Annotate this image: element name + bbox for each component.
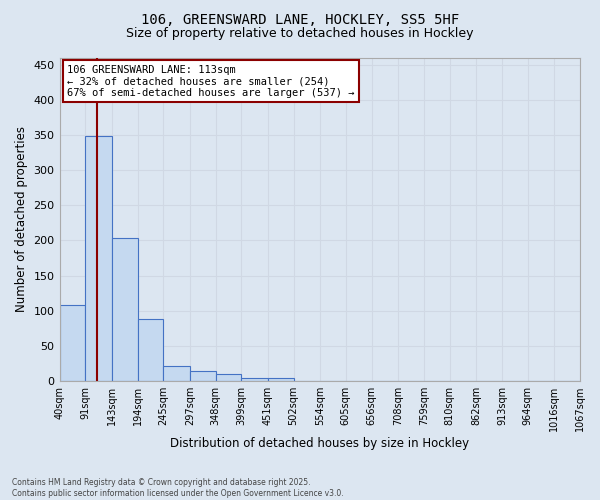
Bar	[59, 304, 85, 381]
Bar	[85, 136, 112, 381]
Bar	[241, 378, 268, 381]
Text: Contains HM Land Registry data © Crown copyright and database right 2025.
Contai: Contains HM Land Registry data © Crown c…	[12, 478, 344, 498]
Bar	[190, 372, 215, 381]
Text: Size of property relative to detached houses in Hockley: Size of property relative to detached ho…	[126, 28, 474, 40]
Y-axis label: Number of detached properties: Number of detached properties	[15, 126, 28, 312]
Bar	[163, 366, 190, 381]
X-axis label: Distribution of detached houses by size in Hockley: Distribution of detached houses by size …	[170, 437, 469, 450]
Bar	[268, 378, 293, 381]
Text: 106 GREENSWARD LANE: 113sqm
← 32% of detached houses are smaller (254)
67% of se: 106 GREENSWARD LANE: 113sqm ← 32% of det…	[67, 64, 355, 98]
Bar	[215, 374, 241, 381]
Text: 106, GREENSWARD LANE, HOCKLEY, SS5 5HF: 106, GREENSWARD LANE, HOCKLEY, SS5 5HF	[141, 12, 459, 26]
Bar	[137, 320, 163, 381]
Bar	[112, 238, 137, 381]
